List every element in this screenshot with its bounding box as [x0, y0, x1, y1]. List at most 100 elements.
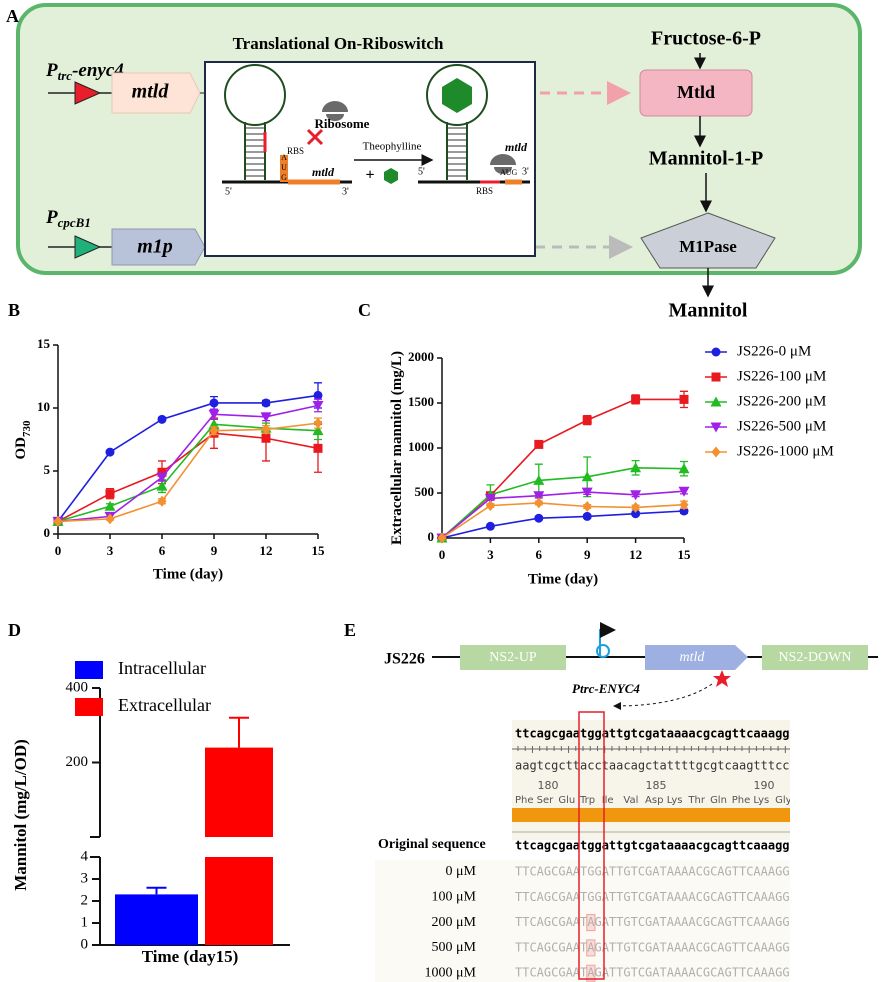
marker — [312, 425, 324, 436]
base-pairs — [447, 127, 467, 177]
marker — [261, 433, 271, 443]
amino-acid: Gly — [775, 795, 792, 806]
panel-letter: A — [6, 6, 19, 26]
position: 190 — [754, 779, 775, 792]
legend-marker — [710, 396, 722, 407]
x-axis-label: Time (day15) — [142, 947, 239, 966]
marker — [156, 472, 168, 483]
series-line — [57, 423, 319, 523]
series-line — [57, 432, 319, 523]
ribosome-label: Ribosome — [315, 116, 370, 131]
gene-label: m1p — [137, 236, 173, 258]
legend-label: JS226-100 μM — [737, 368, 826, 384]
bar-upper — [205, 747, 273, 837]
panel-letter: C — [358, 300, 371, 320]
gene-box — [111, 228, 206, 266]
marker — [484, 493, 496, 504]
y-axis-label: Extracellular mannitol (mg/L) — [389, 351, 405, 545]
panel-letter: D — [8, 620, 21, 640]
error-bar — [146, 886, 167, 895]
series-line — [441, 502, 685, 539]
alignment-bg — [375, 860, 790, 982]
marker — [105, 513, 115, 525]
marker — [631, 394, 641, 404]
y-tick-label: 2000 — [408, 349, 434, 364]
promoter-icon — [74, 81, 102, 105]
promoter-label: Ptrc-ENYC4 — [572, 681, 640, 696]
legend-marker — [711, 372, 721, 382]
marker — [437, 532, 447, 544]
part-label: mtld — [680, 650, 706, 665]
metabolite: Mannitol — [669, 300, 748, 322]
marker — [630, 490, 642, 501]
series-line — [441, 490, 685, 539]
sequence: aagtcgcttacctaacagctattttgcgtcaagtttcc — [515, 759, 790, 773]
y-tick-label: 400 — [66, 679, 89, 695]
y-tick-label: 200 — [66, 754, 89, 770]
marker — [105, 489, 115, 499]
marker — [156, 480, 168, 491]
sequence: ttcagcgaatggattgtcgataaaacgcagttcaaagg — [515, 727, 790, 741]
panel-letter: E — [344, 620, 356, 640]
y-tick-label: 0 — [44, 525, 51, 540]
sequence: ttcagcgaatggattgtcgataaaacgcagttcaaagg — [515, 839, 790, 853]
marker — [157, 414, 167, 424]
gene-box — [111, 72, 201, 114]
marker — [261, 423, 271, 435]
codon-label: AUG — [500, 168, 518, 177]
part-box — [645, 645, 748, 670]
marker — [582, 415, 592, 425]
x-axis-label: Time (day) — [153, 566, 223, 582]
amino-acid: Val — [623, 795, 638, 806]
x-tick-label: 9 — [584, 547, 591, 562]
amino-acid: Phe — [515, 795, 534, 806]
part-label: NS2-UP — [489, 650, 537, 665]
y-axis-label-sub: 730 — [21, 420, 33, 437]
highlight-column — [578, 711, 605, 980]
x-tick-label: 3 — [487, 547, 494, 562]
gene-label: mtld — [132, 81, 170, 103]
marker — [533, 474, 545, 485]
rbs-label: RBS — [287, 146, 304, 156]
marker — [104, 500, 116, 511]
y-tick-label: 500 — [415, 484, 435, 499]
y-tick-label: 0 — [428, 529, 435, 544]
marker — [313, 443, 323, 453]
marker — [105, 447, 115, 457]
marker — [534, 497, 544, 509]
marker — [485, 500, 495, 512]
marker — [260, 412, 272, 423]
x-tick-label: 9 — [211, 543, 218, 558]
x-tick-label: 15 — [312, 543, 326, 558]
amino-acid: Ser — [537, 795, 555, 806]
promoter-icon — [74, 235, 102, 259]
marker — [208, 409, 220, 420]
promoter-label: Ptrc-enyc4 — [45, 60, 124, 83]
marker — [157, 467, 167, 477]
cds-label: mtld — [505, 140, 528, 154]
promoter-arrow — [599, 622, 616, 657]
plus: + — [365, 167, 374, 184]
marker — [582, 501, 592, 512]
position: 185 — [646, 779, 667, 792]
enzyme: M1Pase — [679, 237, 737, 256]
marker — [313, 417, 323, 429]
legend-marker — [711, 446, 721, 458]
marker — [534, 439, 544, 449]
marker — [582, 511, 592, 521]
end-label: 3' — [342, 186, 349, 197]
hairpin-loop — [426, 64, 488, 126]
marker — [679, 394, 689, 404]
legend-swatch — [75, 698, 103, 716]
row-label: 500 μM — [432, 940, 477, 955]
marker — [631, 501, 641, 513]
y-axis-label: Mannitol (mg/L/OD) — [11, 739, 30, 891]
theophylline — [442, 78, 472, 113]
end-label: 5' — [225, 186, 232, 197]
amino-acid: Lys — [753, 795, 769, 806]
ligand-label: Theophylline — [363, 141, 422, 153]
codon-letter: G — [281, 173, 287, 182]
legend-label: JS226-0 μM — [737, 343, 811, 359]
panel-letter: B — [8, 300, 20, 320]
panel-e: E JS226 NS2-UP mtld NS2-DOWN Ptrc-ENYC4 … — [344, 620, 878, 982]
